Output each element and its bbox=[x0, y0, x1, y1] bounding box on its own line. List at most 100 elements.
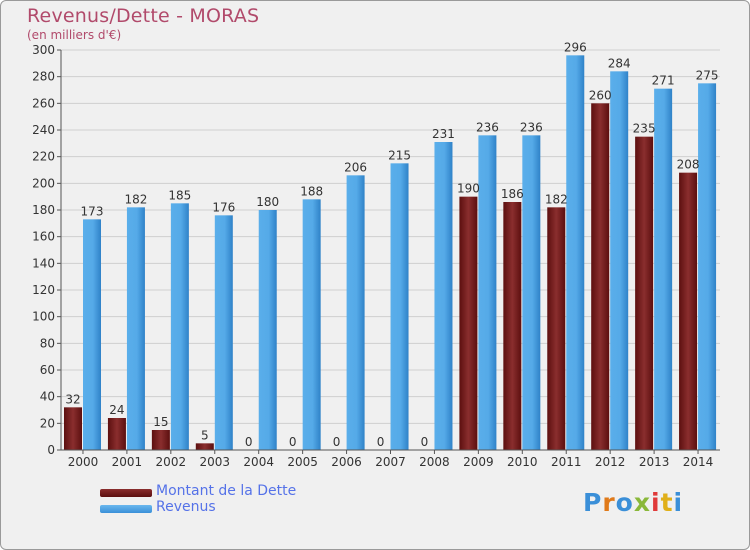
x-tick-label-2011: 2011 bbox=[551, 455, 582, 469]
chart-subtitle: (en milliers d'€) bbox=[27, 28, 122, 42]
logo-letter: o bbox=[615, 488, 634, 517]
data-label-revenus-2008: 231 bbox=[432, 127, 455, 141]
bar-revenus-2005 bbox=[302, 199, 321, 450]
y-tick-label: 160 bbox=[32, 230, 55, 244]
data-label-revenus-2013: 271 bbox=[652, 74, 675, 88]
data-label-debt-2004: 0 bbox=[245, 435, 253, 449]
data-label-revenus-2005: 188 bbox=[300, 184, 323, 198]
data-label-revenus-2006: 206 bbox=[344, 160, 367, 174]
y-tick-label: 300 bbox=[32, 43, 55, 57]
legend-swatch-debt bbox=[100, 489, 152, 497]
x-tick-label-2002: 2002 bbox=[156, 455, 187, 469]
data-label-debt-2005: 0 bbox=[289, 435, 297, 449]
data-label-debt-2009: 190 bbox=[457, 182, 480, 196]
data-label-revenus-2011: 296 bbox=[564, 40, 587, 54]
bar-revenus-2002 bbox=[170, 203, 189, 450]
bar-revenus-2008 bbox=[434, 142, 453, 450]
y-tick-label: 280 bbox=[32, 70, 55, 84]
data-label-debt-2012: 260 bbox=[589, 88, 612, 102]
bar-debt-2000 bbox=[64, 407, 82, 450]
data-label-revenus-2009: 236 bbox=[476, 120, 499, 134]
logo-letter: x bbox=[633, 488, 651, 517]
y-tick-label: 20 bbox=[40, 416, 55, 430]
data-label-revenus-2002: 185 bbox=[168, 188, 191, 202]
y-tick-label: 140 bbox=[32, 256, 55, 270]
bar-revenus-2003 bbox=[214, 215, 233, 450]
x-tick-label-2013: 2013 bbox=[639, 455, 670, 469]
bar-debt-2011 bbox=[547, 207, 566, 450]
x-tick-label-2012: 2012 bbox=[595, 455, 626, 469]
bars bbox=[64, 55, 717, 451]
data-labels: 32 173 24 182 15 185 5 176 0 180 0 188 0 206 0 215 0 231 1… bbox=[65, 40, 718, 449]
x-tick-label-2008: 2008 bbox=[419, 455, 450, 469]
y-tick-label: 120 bbox=[32, 283, 55, 297]
data-label-debt-2014: 208 bbox=[677, 158, 700, 172]
data-label-debt-2001: 24 bbox=[109, 403, 124, 417]
bar-revenus-2006 bbox=[346, 175, 365, 451]
bar-debt-2003 bbox=[195, 443, 214, 450]
y-tick-label: 60 bbox=[40, 363, 55, 377]
x-tick-label-2005: 2005 bbox=[287, 455, 318, 469]
y-tick-label: 220 bbox=[32, 150, 55, 164]
bar-debt-2002 bbox=[151, 430, 170, 450]
data-label-debt-2013: 235 bbox=[633, 122, 656, 136]
data-label-revenus-2000: 173 bbox=[81, 204, 104, 218]
logo-letter: i bbox=[651, 488, 661, 517]
y-tick-label: 200 bbox=[32, 176, 55, 190]
x-tick-label-2010: 2010 bbox=[507, 455, 538, 469]
bar-debt-2013 bbox=[635, 136, 654, 450]
logo-letter: t bbox=[660, 488, 674, 517]
data-label-debt-2003: 5 bbox=[201, 428, 209, 442]
data-label-revenus-2007: 215 bbox=[388, 148, 411, 162]
bar-revenus-2000 bbox=[83, 219, 101, 450]
data-label-debt-2010: 186 bbox=[501, 187, 524, 201]
data-label-debt-2000: 32 bbox=[65, 392, 80, 406]
y-tick-label: 180 bbox=[32, 203, 55, 217]
logo-letter: i bbox=[673, 488, 684, 517]
grid-lines bbox=[61, 49, 720, 451]
y-tick-label: 0 bbox=[47, 443, 55, 457]
data-label-revenus-2010: 236 bbox=[520, 120, 543, 134]
y-tick-label: 260 bbox=[32, 96, 55, 110]
x-tick-label-2001: 2001 bbox=[112, 455, 143, 469]
data-label-debt-2011: 182 bbox=[545, 192, 568, 206]
y-tick-label: 100 bbox=[32, 310, 55, 324]
bar-revenus-2001 bbox=[126, 207, 145, 450]
bar-revenus-2010 bbox=[522, 135, 541, 451]
data-label-revenus-2001: 182 bbox=[124, 192, 147, 206]
bar-revenus-2007 bbox=[390, 163, 409, 451]
data-label-revenus-2003: 176 bbox=[212, 200, 235, 214]
bar-revenus-2011 bbox=[566, 55, 585, 450]
data-label-revenus-2014: 275 bbox=[696, 68, 719, 82]
x-tick-label-2003: 2003 bbox=[199, 455, 230, 469]
proxiti-logo: Proxiti bbox=[583, 488, 683, 517]
x-tick-label-2000: 2000 bbox=[68, 455, 99, 469]
axes bbox=[60, 50, 720, 451]
bar-revenus-2004 bbox=[258, 210, 277, 450]
data-label-debt-2008: 0 bbox=[421, 435, 429, 449]
data-label-revenus-2012: 284 bbox=[608, 56, 631, 70]
bar-revenus-2014 bbox=[698, 83, 717, 450]
x-tick-label-2009: 2009 bbox=[463, 455, 494, 469]
bar-debt-2012 bbox=[591, 103, 610, 450]
legend-label-debt: Montant de la Dette bbox=[156, 483, 297, 499]
logo-letter: P bbox=[583, 488, 603, 517]
bar-revenus-2013 bbox=[654, 88, 673, 451]
data-label-debt-2002: 15 bbox=[153, 415, 168, 429]
legend-swatch-revenus bbox=[100, 505, 152, 513]
bar-debt-2009 bbox=[459, 196, 478, 450]
y-tick-label: 240 bbox=[32, 123, 55, 137]
chart-title: Revenus/Dette - MORAS bbox=[27, 5, 260, 27]
x-axis-ticks: 2000 2001 2002 2003 2004 2005 2006 2007 2008 2009… bbox=[68, 450, 713, 469]
legend-label-revenus: Revenus bbox=[156, 499, 216, 515]
x-tick-label-2004: 2004 bbox=[243, 455, 274, 469]
bar-revenus-2012 bbox=[610, 71, 629, 450]
logo-letter: r bbox=[602, 488, 616, 517]
y-axis-ticks: 0 20 40 60 80 100 120 140 160 180 200 220 240 260 280 3… bbox=[32, 43, 61, 457]
data-label-debt-2006: 0 bbox=[333, 435, 341, 449]
data-label-revenus-2004: 180 bbox=[256, 195, 279, 209]
x-tick-label-2007: 2007 bbox=[375, 455, 406, 469]
x-tick-label-2006: 2006 bbox=[331, 455, 362, 469]
y-tick-label: 80 bbox=[40, 336, 55, 350]
